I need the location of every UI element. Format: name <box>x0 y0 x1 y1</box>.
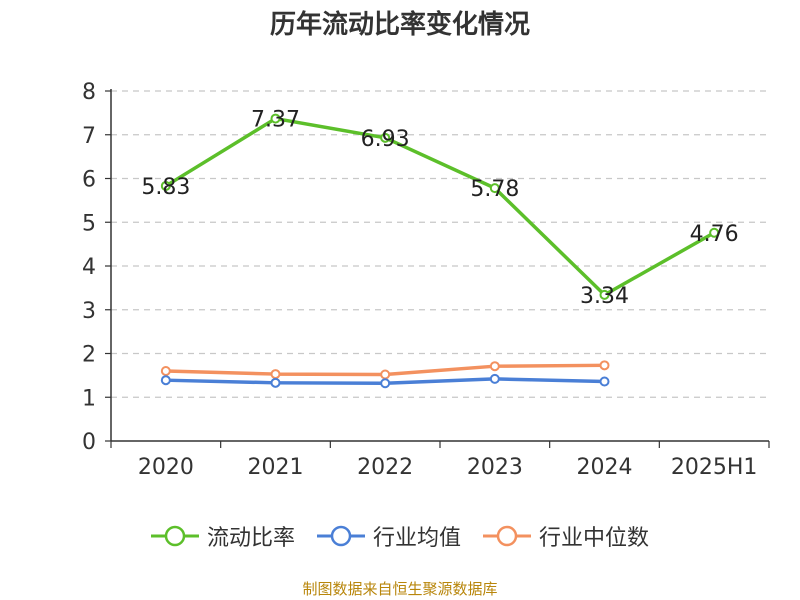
data-point-1 <box>380 378 391 389</box>
legend-swatch-industry-median <box>483 525 531 547</box>
legend-item-industry-average[interactable]: 行业均值 <box>316 520 461 552</box>
data-point-0 <box>489 183 500 194</box>
series-line-0 <box>164 116 716 297</box>
legend-item-industry-median[interactable]: 行业中位数 <box>483 520 649 552</box>
data-point-0 <box>270 113 281 124</box>
y-tick-label: 6 <box>82 168 96 193</box>
data-point-2 <box>599 360 610 371</box>
data-point-1 <box>270 377 281 388</box>
y-tick-label: 3 <box>82 299 96 324</box>
data-point-0 <box>160 180 171 191</box>
x-tick-label: 2024 <box>577 455 633 480</box>
data-point-0 <box>380 132 391 143</box>
x-tick-label: 2025H1 <box>671 455 758 480</box>
y-tick-label: 8 <box>82 80 96 105</box>
x-tick-label: 2021 <box>248 455 304 480</box>
x-tick-label: 2023 <box>467 455 523 480</box>
data-point-1 <box>160 375 171 386</box>
y-tick-label: 1 <box>82 386 96 411</box>
data-label: 4.76 <box>690 222 739 247</box>
legend-label-industry-average: 行业均值 <box>372 526 461 551</box>
chart-legend: 流动比率 行业均值 行业中位数 <box>0 518 800 554</box>
legend-item-current-ratio[interactable]: 流动比率 <box>150 520 295 552</box>
data-point-0 <box>709 227 720 238</box>
data-label: 5.83 <box>141 175 190 200</box>
data-point-2 <box>270 369 281 380</box>
data-point-1 <box>489 373 500 384</box>
data-point-2 <box>489 361 500 372</box>
data-label: 5.78 <box>470 177 519 202</box>
y-tick-label: 5 <box>82 211 96 236</box>
data-label: 7.37 <box>251 108 300 133</box>
x-tick-label: 2020 <box>138 455 194 480</box>
legend-label-current-ratio: 流动比率 <box>206 526 295 551</box>
data-point-2 <box>380 369 391 380</box>
x-tick-label: 2022 <box>357 455 413 480</box>
legend-swatch-industry-average <box>316 525 365 547</box>
data-point-2 <box>160 366 171 376</box>
y-tick-label: 2 <box>82 343 96 368</box>
data-point-0 <box>599 289 610 300</box>
legend-swatch-current-ratio <box>150 525 199 547</box>
data-point-1 <box>599 376 610 387</box>
y-tick-label: 0 <box>82 430 96 455</box>
legend-label-industry-median: 行业中位数 <box>539 526 650 551</box>
data-label: 3.34 <box>580 284 629 309</box>
chart-title: 历年流动比率变化情况 <box>269 10 530 40</box>
y-tick-label: 7 <box>82 124 96 149</box>
data-label: 6.93 <box>361 127 410 152</box>
y-tick-label: 4 <box>82 255 96 280</box>
source-note: 制图数据来自恒生聚源数据库 <box>302 580 498 598</box>
